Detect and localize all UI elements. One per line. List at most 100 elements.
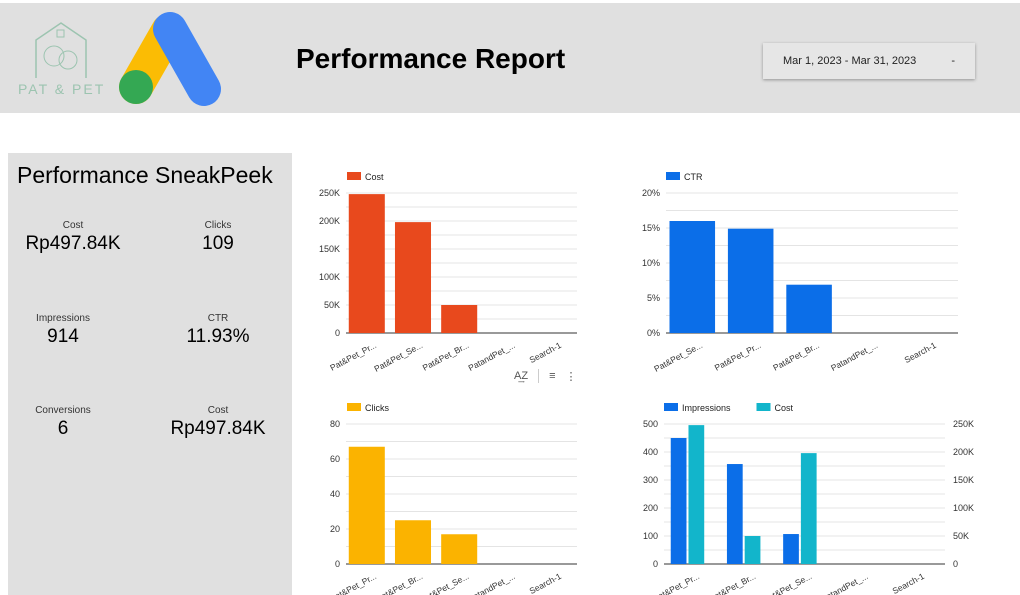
x-tick-label: PatandPet_... [466,340,516,373]
x-tick-label: Pat&Pet_Pr... [651,571,701,595]
bar [394,222,432,333]
y-tick-label: 10% [642,258,660,268]
metric-clicks: Clicks 109 [153,220,283,255]
y-tick-label: 60 [330,454,340,464]
y2-tick-label: 100K [953,503,974,513]
metric-value: Rp497.84K [25,233,121,254]
y-tick-label: 40 [330,489,340,499]
legend-swatch [347,172,361,180]
metric-label: Clicks [204,220,232,231]
y-tick-label: 150K [319,244,340,254]
x-tick-label: Pat&Pet_Se... [372,340,424,374]
y-tick-label: 400 [643,447,658,457]
metric-cost: Cost Rp497.84K [8,220,138,255]
x-tick-label: Search-1 [891,571,926,595]
sort-icon[interactable]: A͢Z [514,370,529,382]
bar [348,194,385,333]
panel-title: Performance SneakPeek [17,162,273,188]
metric-value: 109 [202,233,234,254]
bar [800,453,817,564]
brand-text: PAT & PET [18,81,106,97]
metric-label: Cost [207,405,229,416]
x-tick-label: Pat&Pet_Br... [771,340,821,373]
y-tick-label: 200K [319,216,340,226]
metric-label: Cost [62,220,84,231]
metric-value: Rp497.84K [170,418,266,439]
x-tick-label: Search-1 [903,340,938,365]
y2-tick-label: 50K [953,531,969,541]
x-tick-label: Pat&Pet_Br... [421,340,471,373]
legend-swatch [666,172,680,180]
x-tick-label: Pat&Pet_Pr... [328,571,378,595]
bar [441,534,478,564]
bar [726,464,743,564]
metric-value: 914 [47,326,79,347]
y-tick-label: 15% [642,223,660,233]
x-tick-label: Pat&Pet_Br... [374,571,424,595]
page-title: Performance Report [296,43,566,74]
metric-label: Conversions [35,405,91,416]
date-range-value: Mar 1, 2023 - Mar 31, 2023 [783,55,917,67]
y-tick-label: 0 [335,328,340,338]
x-tick-label: Pat&Pet_Br... [707,571,757,595]
y-tick-label: 20 [330,524,340,534]
metric-conversions: Conversions 6 [0,405,128,440]
y2-tick-label: 0 [953,559,958,569]
legend-label: Cost [365,172,384,182]
legend-label: Cost [775,403,794,413]
bar [348,446,385,564]
x-tick-label: Search-1 [528,571,563,595]
y-tick-label: 300 [643,475,658,485]
y-tick-label: 0% [647,328,660,338]
y-tick-label: 50K [324,300,340,310]
x-tick-label: Pat&Pet_Se... [652,340,704,374]
metric-ctr: CTR 11.93% [153,313,283,348]
more-options-icon[interactable]: ⋮ [565,370,577,383]
bar [670,438,687,564]
metric-value: 11.93% [186,326,250,347]
y2-tick-label: 200K [953,447,974,457]
x-tick-label: Pat&Pet_Se... [419,571,471,595]
filter-icon[interactable]: ≡ [549,370,556,382]
y-tick-label: 200 [643,503,658,513]
dropdown-caret-icon: - [951,55,955,67]
chart-toolbar: A͢Z ≡ ⋮ [514,369,576,383]
sneakpeek-panel: Performance SneakPeek Cost Rp497.84K Clic… [8,153,292,595]
x-tick-label: Pat&Pet_Pr... [713,340,763,373]
y-tick-label: 80 [330,419,340,429]
metric-cost-2: Cost Rp497.84K [153,405,283,440]
bar [744,536,761,564]
metric-label: CTR [207,313,229,324]
date-range-picker[interactable]: Mar 1, 2023 - Mar 31, 2023 - [763,43,975,79]
x-tick-label: PatandPet_... [819,571,869,595]
bar [669,221,716,333]
legend-label: Clicks [365,403,389,413]
legend-swatch [347,403,361,411]
legend-label: Impressions [682,403,731,413]
metric-value: 6 [57,418,69,439]
x-tick-label: PatandPet_... [829,340,879,373]
x-tick-label: Pat&Pet_Se... [762,571,814,595]
bar [394,520,432,564]
y-tick-label: 5% [647,293,660,303]
y-tick-label: 0 [335,559,340,569]
bar [441,305,478,333]
x-tick-label: Search-1 [528,340,563,365]
y-tick-label: 20% [642,188,660,198]
y-tick-label: 500 [643,419,658,429]
y-tick-label: 100K [319,272,340,282]
y-tick-label: 100 [643,531,658,541]
metric-impressions: Impressions 914 [0,313,128,348]
x-tick-label: PatandPet_... [466,571,516,595]
y-tick-label: 0 [653,559,658,569]
header: PAT & PET Performance Report Mar 1, 2023… [0,3,1020,113]
bar [783,534,799,564]
legend-swatch [664,403,678,411]
bar [688,425,705,564]
y2-tick-label: 150K [953,475,974,485]
x-tick-label: Pat&Pet_Pr... [328,340,378,373]
legend-label: CTR [684,172,703,182]
bar [727,228,774,333]
divider [538,369,540,383]
